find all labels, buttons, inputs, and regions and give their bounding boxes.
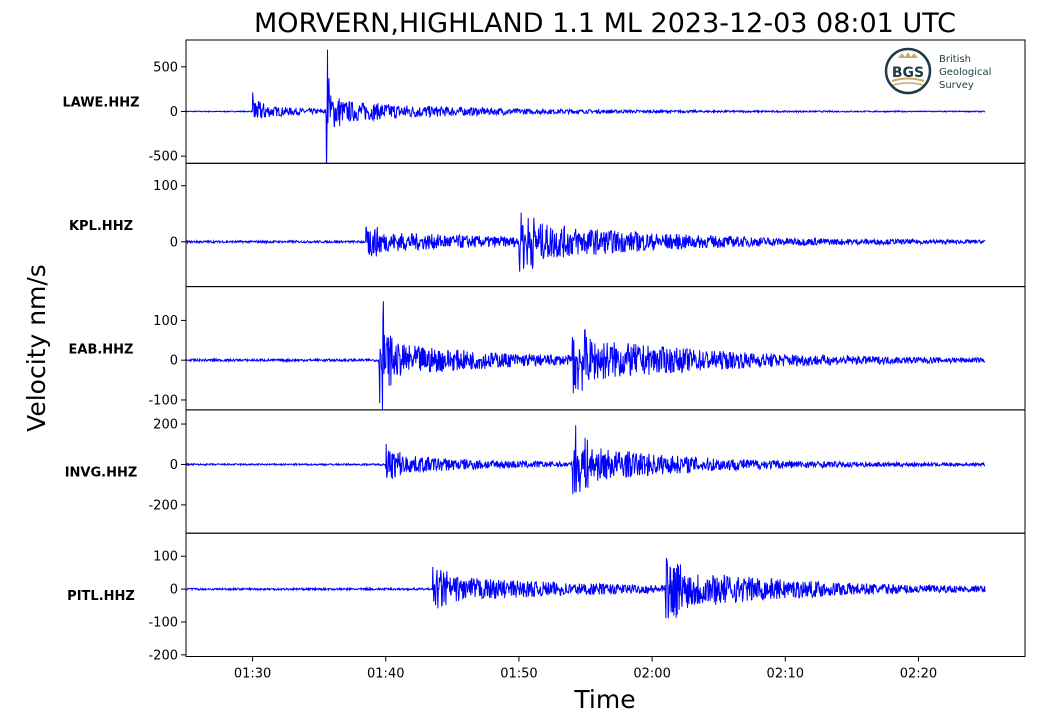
x-tick-label: 01:50 bbox=[500, 667, 537, 682]
x-tick-label: 01:30 bbox=[234, 667, 271, 682]
logo-wave-icon bbox=[892, 82, 924, 86]
panel-frame bbox=[185, 532, 1026, 658]
x-tick-label: 02:20 bbox=[900, 667, 937, 682]
chart-title: MORVERN,HIGHLAND 1.1 ML 2023-12-03 08:01… bbox=[254, 8, 956, 39]
bgs-logo: BGS British Geological Survey bbox=[884, 47, 991, 95]
station-label: KPL.HHZ bbox=[69, 219, 133, 234]
x-tick-label: 02:10 bbox=[767, 667, 804, 682]
x-axis-label: Time bbox=[573, 685, 635, 714]
y-tick-label: 100 bbox=[153, 314, 178, 329]
panel-frame bbox=[185, 286, 1026, 411]
logo-line-1: British bbox=[939, 54, 971, 65]
y-tick-label: -200 bbox=[148, 648, 178, 663]
station-label: EAB.HHZ bbox=[69, 342, 134, 357]
y-tick-label: 0 bbox=[170, 235, 178, 250]
y-tick-label: -100 bbox=[148, 393, 178, 408]
y-tick-label: 0 bbox=[170, 105, 178, 120]
station-label: PITL.HHZ bbox=[67, 589, 135, 604]
logo-monogram: BGS bbox=[892, 65, 924, 81]
panel-eab-hhz: EAB.HHZ 100 0 -100 bbox=[69, 286, 1026, 411]
y-axis-label: Velocity nm/s bbox=[22, 264, 51, 432]
waveform-trace bbox=[186, 212, 986, 272]
waveform-trace bbox=[186, 557, 986, 619]
y-tick-label: 100 bbox=[153, 179, 178, 194]
y-tick-label: 0 bbox=[170, 354, 178, 369]
x-tick-label: 01:40 bbox=[367, 667, 404, 682]
y-tick-label: 500 bbox=[153, 60, 178, 75]
y-tick-label: -500 bbox=[148, 150, 178, 165]
y-tick-label: 200 bbox=[153, 418, 178, 433]
station-label: LAWE.HHZ bbox=[62, 96, 139, 111]
logo-wave-icon bbox=[891, 77, 925, 82]
panel-lawe-hhz: LAWE.HHZ 500 0 -500 bbox=[62, 39, 1026, 165]
logo-line-2: Geological bbox=[939, 67, 991, 78]
station-label: INVG.HHZ bbox=[65, 466, 138, 481]
x-tick-label: 02:00 bbox=[633, 667, 670, 682]
panels-group: LAWE.HHZ 500 0 -500 KPL.HHZ 100 0 EAB.HHZ 100 0 -1… bbox=[62, 39, 1026, 663]
panel-invg-hhz: INVG.HHZ 200 0 -200 bbox=[65, 409, 1026, 534]
y-tick-label: -200 bbox=[148, 498, 178, 513]
waveform-trace bbox=[186, 425, 986, 495]
y-tick-label: 100 bbox=[153, 550, 178, 565]
logo-line-3: Survey bbox=[939, 80, 974, 91]
y-tick-label: -100 bbox=[148, 615, 178, 630]
crown-icon bbox=[898, 52, 918, 58]
waveform-trace bbox=[186, 301, 986, 410]
waveform-trace bbox=[186, 49, 986, 164]
logo-ring-icon bbox=[884, 47, 932, 95]
panel-frame bbox=[185, 162, 1026, 288]
panel-kpl-hhz: KPL.HHZ 100 0 bbox=[69, 162, 1026, 288]
x-axis: 01:30 01:40 01:50 02:00 02:10 02:20 bbox=[234, 656, 937, 682]
y-tick-label: 0 bbox=[170, 458, 178, 473]
panel-pitl-hhz: PITL.HHZ 100 0 -100 -200 bbox=[67, 532, 1026, 663]
y-tick-label: 0 bbox=[170, 583, 178, 598]
